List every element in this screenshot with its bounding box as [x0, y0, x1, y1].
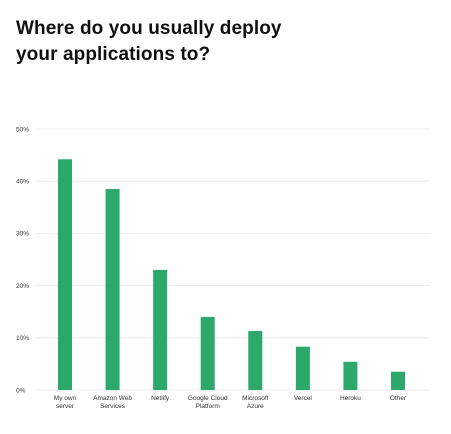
bar [200, 316, 215, 390]
gridlines [36, 128, 430, 391]
bar [391, 371, 405, 390]
x-tick-label: Heroku [340, 395, 361, 402]
x-tick-label: Google Cloud Platform [188, 395, 228, 410]
y-tick-label: 30% [16, 231, 29, 238]
x-tick-label: Microsoft Azure [242, 395, 269, 410]
x-tick-label: Vercel [294, 395, 313, 402]
y-tick-label: 40% [16, 179, 29, 186]
y-tick-label: 50% [16, 126, 29, 133]
y-tick-label: 0% [16, 387, 26, 394]
x-axis-category-labels: My own server Amazon Web Services Netlify Goo… [54, 395, 407, 410]
bars [58, 159, 405, 390]
y-tick-label: 10% [16, 335, 29, 342]
chart-title: Where do you usually deploy your applica… [16, 16, 436, 68]
x-tick-label: Netlify [151, 395, 170, 402]
x-tick-label: Other [390, 395, 407, 402]
bar [295, 346, 310, 390]
y-tick-label: 20% [16, 283, 29, 290]
bar [153, 269, 168, 390]
bar [58, 159, 72, 390]
bar [248, 331, 263, 390]
chart-title-line-1: Where do you usually deploy [16, 18, 282, 39]
bar [105, 189, 120, 390]
bar [343, 361, 358, 390]
x-tick-label: My own server [54, 395, 77, 410]
y-axis-tick-labels: 0% 10% 20% 30% 40% 50% [16, 126, 29, 394]
x-tick-label: Amazon Web Services [93, 395, 132, 410]
chart-title-line-2: your applications to? [16, 44, 211, 65]
